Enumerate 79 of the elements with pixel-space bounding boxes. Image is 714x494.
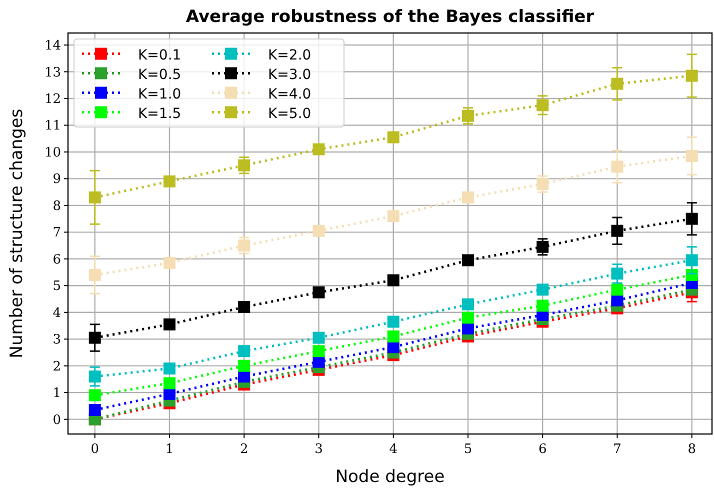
legend-label: K=5.0 xyxy=(268,106,312,122)
y-tick-label: 3 xyxy=(52,332,61,348)
point xyxy=(88,404,101,416)
point xyxy=(387,131,400,144)
point xyxy=(536,99,549,112)
chart-title: Average robustness of the Bayes classifier xyxy=(186,7,595,27)
legend-label: K=0.1 xyxy=(138,47,182,64)
y-tick-label: 9 xyxy=(52,172,61,188)
point xyxy=(611,224,624,237)
point xyxy=(462,322,474,334)
point xyxy=(686,254,698,266)
x-tick-label: 4 xyxy=(389,442,398,457)
y-tick-label: 8 xyxy=(52,198,61,214)
x-tick-label: 7 xyxy=(613,442,622,457)
point xyxy=(462,312,474,324)
y-tick-label: 12 xyxy=(44,92,61,107)
x-tick-label: 1 xyxy=(165,442,174,457)
point xyxy=(686,150,698,162)
y-tick-label: 2 xyxy=(52,359,61,374)
point xyxy=(686,70,698,82)
point xyxy=(312,356,325,368)
y-tick-label: 14 xyxy=(44,38,61,54)
point xyxy=(611,294,624,306)
point xyxy=(88,370,101,383)
point xyxy=(312,286,325,298)
point xyxy=(88,389,101,402)
legend-label: K=1.0 xyxy=(138,86,182,102)
legend-label: K=3.0 xyxy=(268,66,312,83)
x-tick-label: 8 xyxy=(688,442,696,457)
y-tick-label: 13 xyxy=(44,65,61,80)
point xyxy=(312,345,325,358)
x-tick-label: 6 xyxy=(538,442,547,457)
point xyxy=(163,175,176,188)
point xyxy=(611,160,624,173)
point xyxy=(536,300,549,312)
x-tick-label: 3 xyxy=(314,442,323,457)
point xyxy=(462,254,474,266)
y-tick-label: 11 xyxy=(44,118,61,134)
point xyxy=(238,345,250,358)
point xyxy=(611,284,624,296)
x-axis-title: Node degree xyxy=(335,467,445,487)
point xyxy=(238,301,250,314)
point xyxy=(312,332,325,344)
legend-label: K=1.5 xyxy=(138,106,182,122)
point xyxy=(163,377,176,390)
legend-label: K=2.0 xyxy=(268,47,312,64)
point xyxy=(88,191,101,204)
x-tick-label: 2 xyxy=(240,442,248,457)
point xyxy=(88,268,101,281)
point xyxy=(387,274,400,286)
point xyxy=(387,316,400,328)
point xyxy=(163,362,176,375)
point xyxy=(312,143,325,156)
point xyxy=(163,388,176,400)
point xyxy=(312,224,325,237)
point xyxy=(611,268,624,280)
y-tick-label: 1 xyxy=(52,386,61,402)
point xyxy=(163,256,176,269)
point xyxy=(536,284,549,296)
point xyxy=(88,332,101,344)
y-tick-label: 0 xyxy=(52,412,61,428)
point xyxy=(387,210,400,222)
point xyxy=(387,330,400,342)
y-tick-label: 7 xyxy=(52,226,61,241)
y-axis-title: Number of structure changes xyxy=(7,108,27,358)
point xyxy=(462,298,474,310)
point xyxy=(462,191,474,204)
point xyxy=(163,318,176,330)
y-tick-label: 5 xyxy=(52,279,61,294)
y-tick-label: 10 xyxy=(44,145,61,160)
x-tick-label: 0 xyxy=(90,442,100,457)
x-tick-label: 5 xyxy=(464,442,472,457)
y-tick-label: 4 xyxy=(52,306,61,321)
point xyxy=(686,212,698,225)
legend-label: K=4.0 xyxy=(268,86,312,102)
point xyxy=(611,78,624,90)
legend-label: K=0.5 xyxy=(138,66,182,83)
point xyxy=(238,360,250,372)
y-tick-label: 6 xyxy=(52,252,61,268)
